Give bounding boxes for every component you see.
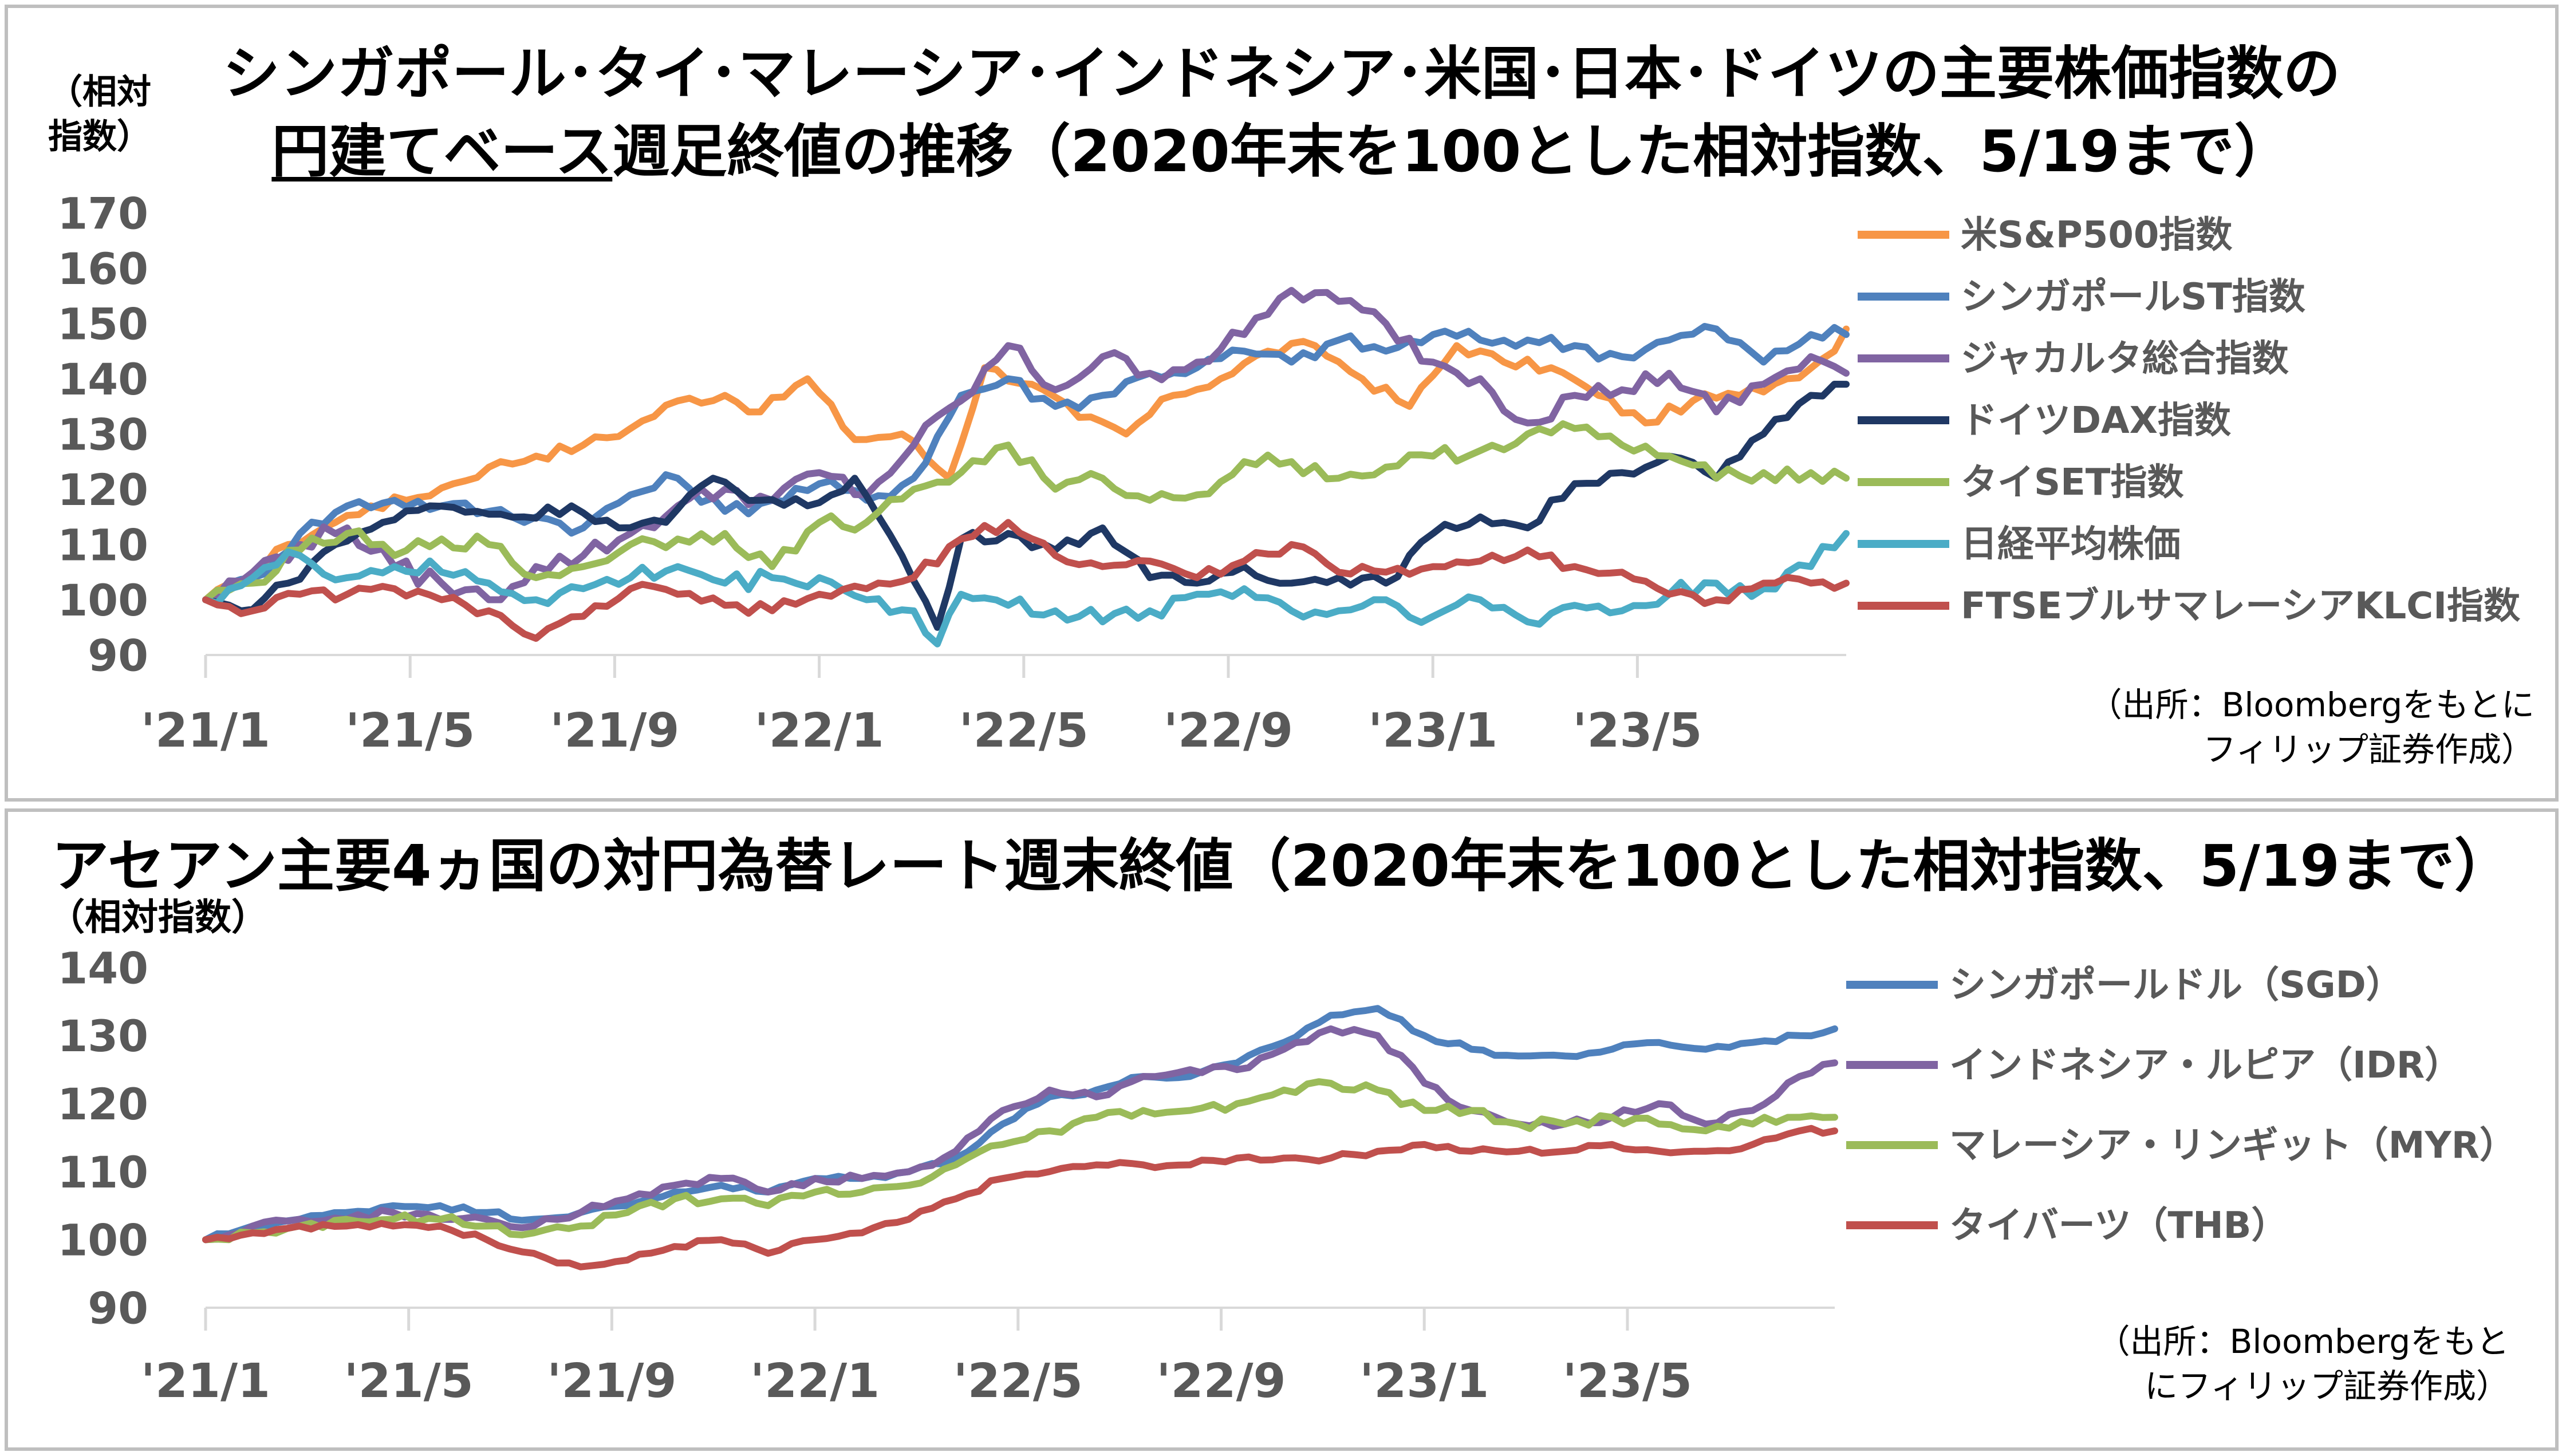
fx-chart-source-line1: （出所：Bloombergをもと	[2096, 1322, 2509, 1361]
stock-chart-ylabel: （相対 指数）	[48, 70, 151, 159]
stock-chart-ylabel-line1: （相対	[48, 72, 151, 112]
stock-legend-label: ジャカルタ総合指数	[1961, 338, 2289, 380]
fx-chart-source-line2: にフィリップ証券作成）	[2145, 1367, 2509, 1406]
stock-chart-title-rest: 週足終値の推移（2020年末を100とした相対指数、5/19まで）	[612, 118, 2292, 185]
fx-rate-chart-panel: アセアン主要4ヵ国の対円為替レート週末終値（2020年末を100とした相対指数、…	[5, 808, 2559, 1451]
fx-x-tick-label: '22/5	[953, 1354, 1083, 1408]
fx-chart-ylabel: （相対指数）	[48, 897, 268, 939]
fx-y-tick-label: 110	[57, 1147, 148, 1198]
stock-x-tick-label: '21/5	[345, 704, 475, 758]
fx-x-tick-label: '23/5	[1563, 1354, 1692, 1408]
stock-y-tick-label: 110	[57, 519, 148, 570]
fx-y-tick-label: 120	[57, 1079, 148, 1130]
stock-y-tick-label: 130	[57, 409, 148, 460]
stock-series-line	[202, 381, 1850, 631]
fx-x-tick-label: '22/9	[1156, 1354, 1286, 1408]
stock-legend-label: FTSEブルサマレーシアKLCI指数	[1961, 585, 2520, 628]
stock-y-tick-label: 140	[57, 354, 148, 405]
fx-series-line	[202, 1124, 1838, 1270]
stock-chart-source: （出所：Bloombergをもとに フィリップ証券作成）	[2089, 682, 2535, 772]
fx-chart-title: アセアン主要4ヵ国の対円為替レート週末終値（2020年末を100とした相対指数、…	[52, 832, 2512, 899]
stock-chart-source-line1: （出所：Bloombergをもとに	[2088, 685, 2535, 724]
fx-series-line	[202, 1078, 1838, 1244]
stock-y-tick-label: 90	[88, 630, 148, 681]
stock-legend-label: シンガポールST指数	[1961, 276, 2305, 318]
stock-series-line	[202, 287, 1850, 603]
stock-y-tick-label: 170	[57, 188, 148, 239]
stock-chart-title-line2: 円建てベース週足終値の推移（2020年末を100とした相対指数、5/19まで）	[8, 118, 2555, 186]
stock-legend-label: 日経平均株価	[1961, 523, 2181, 566]
stock-x-tick-label: '22/1	[754, 704, 884, 758]
stock-x-tick-label: '21/1	[141, 704, 270, 758]
fx-legend-label: マレーシア・リンギット（MYR）	[1949, 1124, 2516, 1167]
fx-x-tick-label: '23/1	[1359, 1354, 1489, 1408]
fx-y-tick-label: 130	[57, 1011, 148, 1062]
stock-chart-title-line1: シンガポール･タイ･マレーシア･インドネシア･米国･日本･ドイツの主要株価指数の	[223, 40, 2340, 107]
stock-x-tick-label: '22/9	[1164, 704, 1293, 758]
stock-chart-title-underlined: 円建てベース	[271, 118, 613, 185]
fx-x-tick-label: '21/1	[141, 1354, 270, 1408]
fx-y-tick-label: 140	[57, 942, 148, 993]
stock-legend-label: ドイツDAX指数	[1961, 400, 2231, 442]
stock-chart-ylabel-line2: 指数）	[48, 117, 151, 157]
stock-legend-label: タイSET指数	[1961, 461, 2183, 504]
stock-series-line	[202, 530, 1850, 648]
stock-index-chart-panel: シンガポール･タイ･マレーシア･インドネシア･米国･日本･ドイツの主要株価指数の…	[5, 5, 2559, 802]
stock-y-tick-label: 150	[57, 298, 148, 349]
stock-legend-label: 米S&P500指数	[1961, 214, 2232, 257]
fx-legend-label: シンガポールドル（SGD）	[1949, 964, 2403, 1007]
fx-legend-label: タイバーツ（THB）	[1949, 1205, 2288, 1247]
stock-x-tick-label: '22/5	[959, 704, 1089, 758]
fx-x-tick-label: '21/9	[547, 1354, 676, 1408]
fx-y-tick-label: 90	[88, 1283, 148, 1333]
stock-chart-source-line2: フィリップ証券作成）	[2203, 730, 2535, 769]
stock-y-tick-label: 120	[57, 464, 148, 515]
fx-x-tick-label: '22/1	[750, 1354, 880, 1408]
stock-y-tick-label: 160	[57, 243, 148, 294]
fx-chart-source: （出所：Bloombergをもと にフィリップ証券作成）	[2097, 1319, 2509, 1408]
stock-x-tick-label: '23/1	[1368, 704, 1497, 758]
stock-series-line	[202, 519, 1850, 642]
stock-x-tick-label: '23/5	[1572, 704, 1702, 758]
fx-series-line	[202, 1005, 1838, 1244]
fx-rate-line-chart: 90 100 110 120 130 140 '21/1 '21/5 '21/9 '22/1 '22…	[57, 942, 2516, 1408]
stock-series-line	[202, 420, 1850, 603]
stock-y-tick-label: 100	[57, 575, 148, 626]
fx-legend-label: インドネシア・ルピア（IDR）	[1949, 1044, 2461, 1087]
fx-x-tick-label: '21/5	[344, 1354, 474, 1408]
fx-y-tick-label: 100	[57, 1215, 148, 1266]
stock-x-tick-label: '21/9	[550, 704, 679, 758]
